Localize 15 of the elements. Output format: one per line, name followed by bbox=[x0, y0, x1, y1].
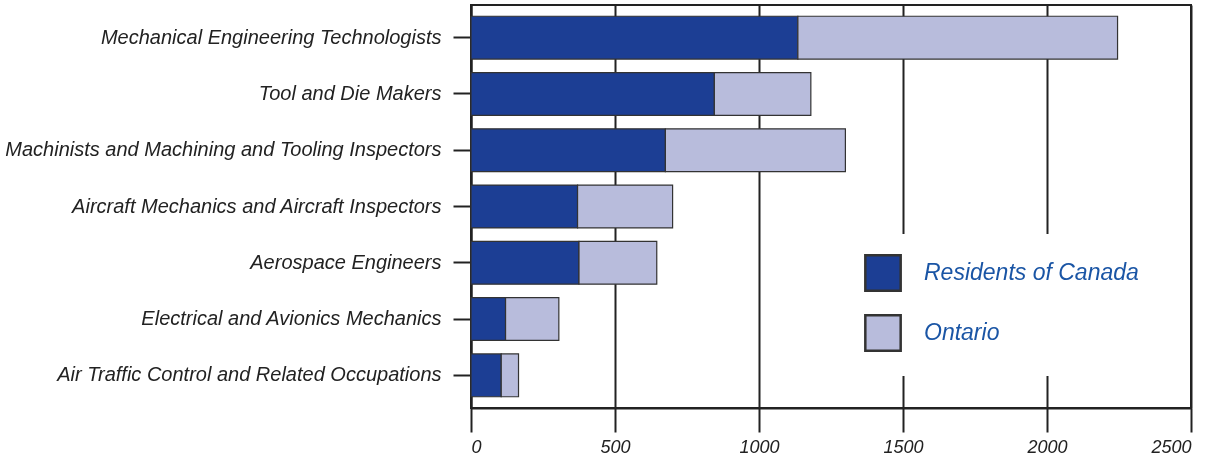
x-tick-label: 2000 bbox=[1026, 436, 1068, 457]
y-tick-label: Machinists and Machining and Tooling Inspectors bbox=[5, 138, 442, 161]
y-tick-label: Mechanical Engineering Technologists bbox=[100, 25, 442, 48]
x-tick-label: 1000 bbox=[739, 436, 780, 457]
legend-label: Residents of Canada bbox=[924, 259, 1139, 285]
x-tick-label: 0 bbox=[471, 436, 482, 457]
y-tick-label: Aircraft Mechanics and Aircraft Inspectors bbox=[71, 194, 442, 217]
y-tick-label: Tool and Die Makers bbox=[258, 81, 442, 104]
x-tick-label: 2500 bbox=[1150, 436, 1192, 457]
x-tick-label: 1500 bbox=[883, 436, 924, 457]
y-tick-label: Electrical and Avionics Mechanics bbox=[141, 307, 442, 330]
legend-label: Ontario bbox=[924, 319, 1000, 345]
y-tick-label: Aerospace Engineers bbox=[249, 250, 442, 273]
y-tick-label: Air Traffic Control and Related Occupations bbox=[56, 363, 442, 386]
x-tick-label: 500 bbox=[600, 436, 631, 457]
